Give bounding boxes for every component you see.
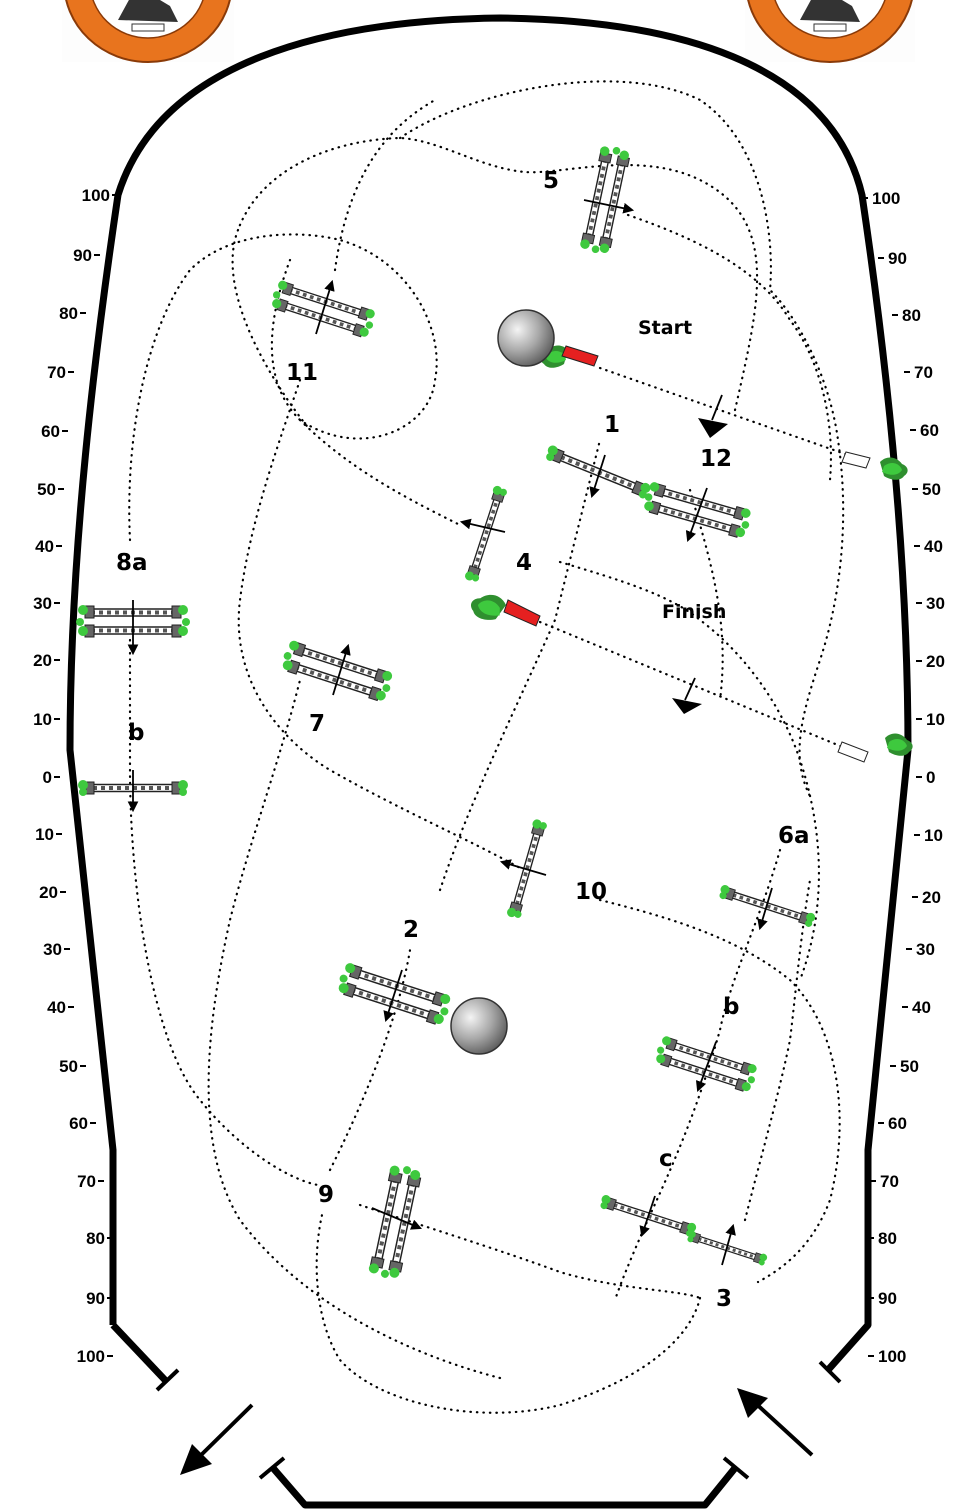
scale-label: 50 — [37, 480, 56, 499]
scale-label: 20 — [922, 888, 941, 907]
gate-post-right — [818, 1360, 842, 1384]
scale-label: 60 — [41, 422, 60, 441]
scale-label: 10 — [35, 825, 54, 844]
gate-post-left — [155, 1368, 180, 1392]
scale-label: 10 — [924, 826, 943, 845]
scale-label: 20 — [926, 652, 945, 671]
scale-label: 80 — [878, 1229, 897, 1248]
fence-label-1: 1 — [604, 412, 620, 438]
scale-label: 90 — [878, 1289, 897, 1308]
fence-label-11: 11 — [286, 360, 318, 386]
scale-label: 30 — [33, 594, 52, 613]
scale-label: 90 — [73, 246, 92, 265]
start-flag-icon — [540, 345, 908, 480]
scale-label: 80 — [902, 306, 921, 325]
scale-label: 20 — [33, 651, 52, 670]
scale-label: 40 — [912, 998, 931, 1017]
gate-barrier-post-right — [722, 1456, 750, 1480]
fence-label-5: 5 — [543, 168, 559, 194]
fence-label-6b: b — [723, 994, 739, 1020]
fence-label-7: 7 — [309, 711, 325, 737]
scale-label: 40 — [924, 537, 943, 556]
start-label: Start — [638, 317, 692, 339]
scale-label: 40 — [47, 998, 66, 1017]
arena-wall — [66, 14, 912, 1373]
fence-label-4: 4 — [516, 550, 532, 576]
start-direction-arrow — [698, 394, 728, 438]
scale-right: 1009080706050403020100102030405060708090… — [862, 189, 945, 1366]
fence-label-3: 3 — [716, 1286, 732, 1312]
scale-label: 40 — [35, 537, 54, 556]
fence-4 — [462, 482, 510, 586]
fence-1 — [542, 441, 654, 503]
fence-6b — [651, 1032, 762, 1096]
fence-label-2: 2 — [403, 917, 419, 943]
scale-label: 60 — [920, 421, 939, 440]
scale-label: 70 — [914, 363, 933, 382]
fence-label-8b: b — [128, 720, 144, 746]
scale-label: 20 — [39, 883, 58, 902]
scale-label: 90 — [888, 249, 907, 268]
arena-wall-left-corner — [110, 1322, 168, 1383]
fence-label-8a: 8a — [116, 550, 148, 576]
decorative-ball-icon — [450, 997, 508, 1055]
scale-label: 80 — [59, 304, 78, 323]
scale-label: 90 — [86, 1289, 105, 1308]
scale-label: 100 — [872, 189, 900, 208]
scale-label: 0 — [926, 768, 935, 787]
scale-label: 80 — [86, 1229, 105, 1248]
scale-label: 70 — [77, 1172, 96, 1191]
scale-label: 30 — [926, 594, 945, 613]
fence-label-12: 12 — [700, 446, 732, 472]
fence-label-10: 10 — [575, 879, 607, 905]
scale-label: 70 — [880, 1172, 899, 1191]
scale-label: 10 — [33, 710, 52, 729]
scale-label: 70 — [47, 363, 66, 382]
scale-label: 30 — [916, 940, 935, 959]
out-gate-arrow-icon — [180, 1403, 254, 1475]
scale-label: 100 — [878, 1347, 906, 1366]
direction-arrows — [127, 199, 773, 1266]
finish-flag-icon — [467, 588, 913, 763]
scale-label: 60 — [888, 1114, 907, 1133]
scale-label: 50 — [900, 1057, 919, 1076]
scale-label: 50 — [59, 1057, 78, 1076]
scale-label: 60 — [69, 1114, 88, 1133]
fence-label-6a: 6a — [778, 823, 810, 849]
scale-label: 10 — [926, 710, 945, 729]
logo-icon — [745, 0, 915, 63]
in-gate-arrow-icon — [737, 1388, 814, 1457]
finish-label: Finish — [662, 601, 726, 623]
finish-direction-arrow — [672, 677, 702, 714]
decorative-ball-icon — [497, 309, 555, 367]
scale-label: 30 — [43, 940, 62, 959]
scale-label: 50 — [922, 480, 941, 499]
fence-9 — [365, 1160, 425, 1283]
scale-label: 0 — [43, 768, 52, 787]
gate-barrier-post-left — [258, 1456, 286, 1480]
logo-icon — [62, 0, 234, 63]
fence-label-6c: c — [659, 1146, 673, 1172]
fence-12 — [639, 478, 756, 542]
course-track — [128, 80, 850, 1414]
scale-label: 100 — [77, 1347, 105, 1366]
scale-label: 100 — [82, 186, 110, 205]
scale-left: 1009080706050403020100102030405060708090… — [33, 186, 118, 1366]
gate-barrier — [270, 1465, 738, 1509]
fence-label-9: 9 — [318, 1182, 334, 1208]
